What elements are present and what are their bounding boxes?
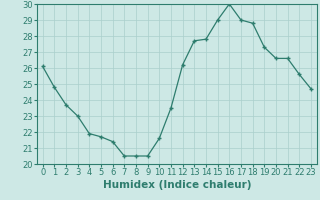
X-axis label: Humidex (Indice chaleur): Humidex (Indice chaleur): [102, 180, 251, 190]
